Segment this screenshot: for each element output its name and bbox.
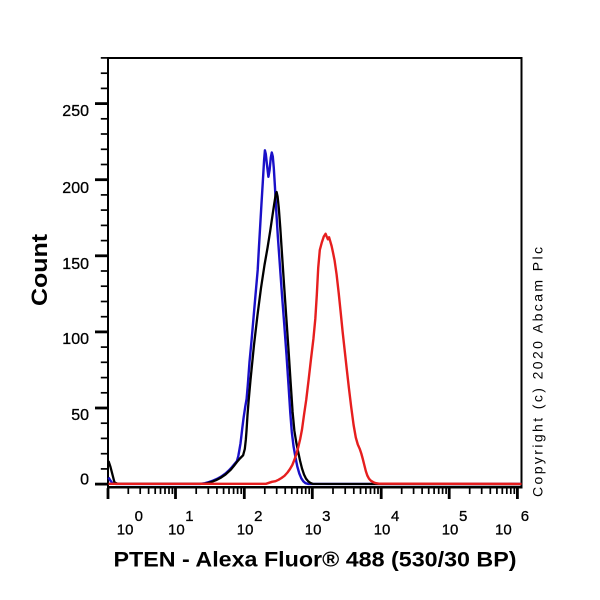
- svg-text:10: 10: [495, 522, 512, 539]
- svg-text:Copyright (c) 2020 Abcam Plc: Copyright (c) 2020 Abcam Plc: [530, 247, 546, 497]
- svg-text:10: 10: [117, 522, 134, 539]
- svg-text:100: 100: [62, 331, 89, 348]
- svg-text:250: 250: [62, 103, 89, 120]
- svg-text:Count: Count: [27, 233, 52, 306]
- svg-text:10: 10: [374, 522, 391, 539]
- svg-text:10: 10: [237, 522, 254, 539]
- svg-text:1: 1: [185, 508, 193, 525]
- svg-text:10: 10: [305, 522, 322, 539]
- svg-text:150: 150: [62, 256, 89, 273]
- svg-text:6: 6: [521, 508, 529, 525]
- svg-text:50: 50: [71, 407, 89, 424]
- svg-text:0: 0: [135, 508, 143, 525]
- svg-text:200: 200: [62, 180, 89, 197]
- svg-text:10: 10: [168, 522, 185, 539]
- svg-text:PTEN - Alexa Fluor® 488 (530/3: PTEN - Alexa Fluor® 488 (530/30 BP): [114, 548, 517, 571]
- svg-text:10: 10: [442, 522, 459, 539]
- svg-text:4: 4: [391, 508, 399, 525]
- svg-text:3: 3: [322, 508, 330, 525]
- svg-text:0: 0: [80, 472, 89, 489]
- svg-text:2: 2: [254, 508, 262, 525]
- svg-text:5: 5: [459, 508, 467, 525]
